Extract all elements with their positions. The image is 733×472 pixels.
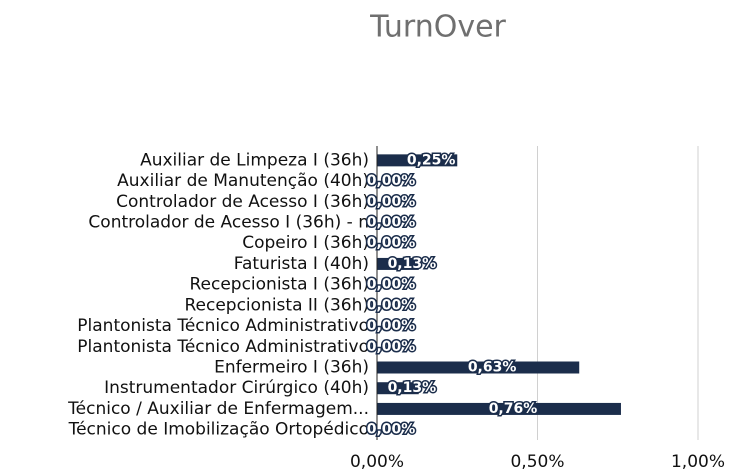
bar (377, 361, 580, 374)
y-tick-label: Técnico / Auxiliar de Enfermagem... (67, 399, 369, 419)
data-label: 0,00% (367, 318, 416, 334)
y-tick-label: Instrumentador Cirúrgico (40h) (104, 378, 369, 398)
x-tick-label: 1,00% (671, 452, 725, 472)
data-label: 0,25% (407, 152, 456, 168)
bar (377, 154, 458, 167)
data-label: 0,00% (367, 422, 416, 438)
y-tick-label: Faturista I (40h) (234, 254, 369, 274)
data-label: 0,00% (367, 277, 416, 293)
y-tick-label: Recepcionista I (36h) (189, 275, 369, 295)
y-tick-label: Controlador de Acesso I (36h) - n (88, 213, 369, 233)
data-label: 0,00% (367, 235, 416, 251)
data-label: 0,00% (367, 173, 416, 189)
data-label: 0,13% (388, 380, 437, 396)
y-tick-label: Auxiliar de Limpeza I (36h) (140, 150, 369, 170)
y-tick-label: Auxiliar de Manutenção (40h) (117, 171, 369, 191)
x-tick-label: 0,50% (510, 452, 564, 472)
bar (377, 382, 419, 395)
y-tick-label: Técnico de Imobilização Ortopédico (68, 420, 369, 440)
data-label: 0,00% (367, 339, 416, 355)
y-tick-label: Recepcionista II (36h) (184, 295, 369, 315)
chart-title: TurnOver (369, 10, 506, 45)
bar (377, 402, 621, 415)
y-tick-label: Plantonista Técnico Administrativo (77, 337, 369, 357)
data-label: 0,76% (489, 401, 538, 417)
data-label: 0,00% (367, 297, 416, 313)
data-label: 0,13% (388, 256, 437, 272)
data-label: 0,63% (468, 360, 517, 376)
y-tick-label: Plantonista Técnico Administrativo (77, 316, 369, 336)
data-label: 0,00% (367, 194, 416, 210)
bar (377, 257, 419, 270)
y-tick-label: Enfermeiro I (36h) (214, 358, 369, 378)
y-tick-label: Controlador de Acesso I (36h) (116, 192, 369, 212)
x-tick-label: 0,00% (350, 452, 404, 472)
data-label: 0,00% (367, 215, 416, 231)
y-tick-label: Copeiro I (36h) (242, 233, 369, 253)
